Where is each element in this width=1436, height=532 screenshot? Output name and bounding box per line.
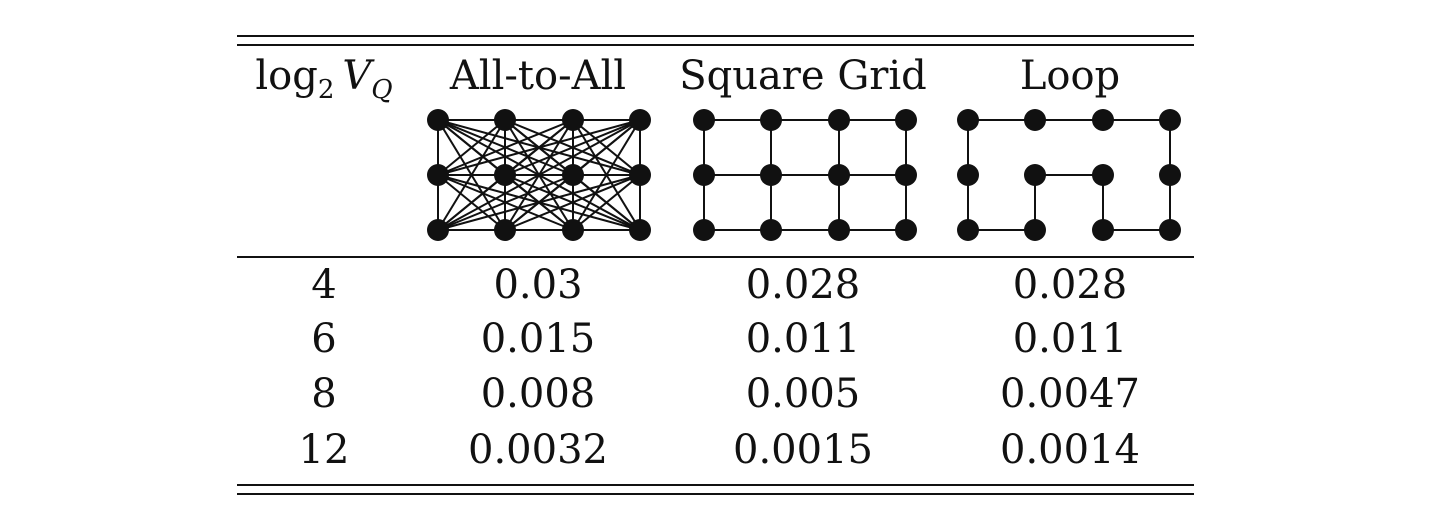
cell-square-grid: 0.005 — [745, 371, 861, 417]
header-log2-vq: log2 VQ — [255, 53, 393, 105]
grid-nodes — [693, 109, 917, 241]
top-rule-outer — [237, 35, 1194, 37]
graph-node — [427, 164, 449, 186]
graph-node — [629, 164, 651, 186]
header-all-to-all: All-to-All — [449, 53, 627, 99]
graph-node — [494, 109, 516, 131]
graph-node — [629, 109, 651, 131]
cell-log2vq: 8 — [311, 371, 337, 417]
loop-nodes — [957, 109, 1181, 241]
cell-loop: 0.028 — [1012, 262, 1128, 308]
loop-edges — [967, 119, 1171, 231]
mid-rule — [237, 256, 1194, 258]
bottom-rule-inner — [237, 484, 1194, 486]
loop-graph-icon — [957, 109, 1181, 241]
cell-square-grid: 0.011 — [745, 316, 861, 362]
grid-edges — [703, 119, 907, 231]
graph-node — [629, 219, 651, 241]
top-rule-inner — [237, 44, 1194, 46]
graph-node — [562, 164, 584, 186]
header-square-grid: Square Grid — [679, 53, 927, 99]
cell-all-to-all: 0.0032 — [468, 427, 608, 473]
cell-log2vq: 12 — [298, 427, 350, 473]
graph-node — [494, 164, 516, 186]
graph-node — [427, 219, 449, 241]
complete-graph-icon — [427, 109, 651, 241]
header-loop: Loop — [1019, 53, 1121, 99]
complete-graph-nodes — [427, 109, 651, 241]
cell-all-to-all: 0.03 — [493, 262, 583, 308]
cell-all-to-all: 0.015 — [480, 316, 596, 362]
cell-loop: 0.0014 — [1000, 427, 1140, 473]
cell-square-grid: 0.0015 — [733, 427, 873, 473]
bottom-rule-outer — [237, 493, 1194, 495]
grid-graph-icon — [693, 109, 917, 241]
graph-node — [494, 219, 516, 241]
cell-all-to-all: 0.008 — [480, 371, 596, 417]
graph-node — [427, 109, 449, 131]
complete-graph-edges — [437, 119, 641, 231]
cell-loop: 0.0047 — [1000, 371, 1140, 417]
cell-log2vq: 4 — [311, 262, 337, 308]
cell-loop: 0.011 — [1012, 316, 1128, 362]
graph-node — [562, 109, 584, 131]
graph-node — [562, 219, 584, 241]
cell-square-grid: 0.028 — [745, 262, 861, 308]
cell-log2vq: 6 — [311, 316, 337, 362]
